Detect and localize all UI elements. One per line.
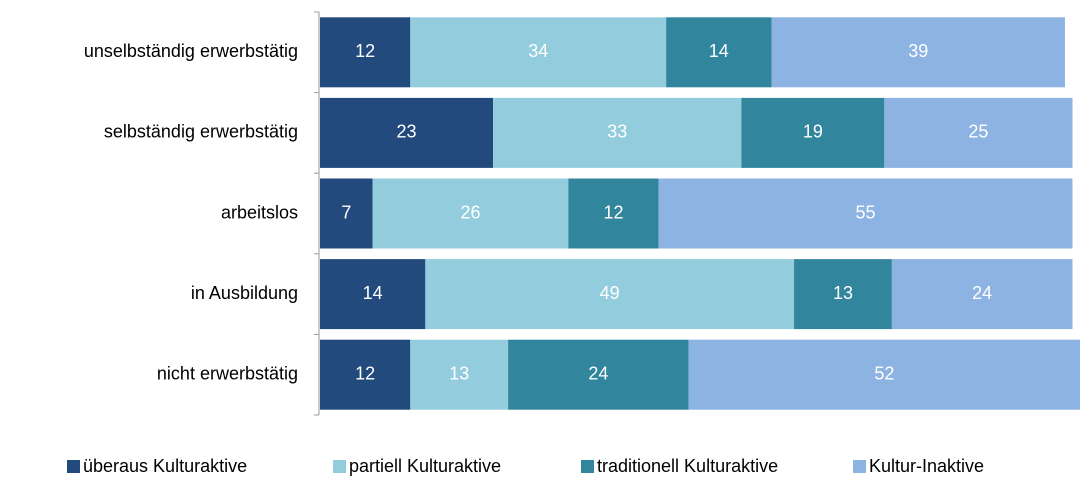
bar-segment: [425, 259, 795, 330]
bar-segment: [320, 259, 426, 330]
legend-label: überaus Kulturaktive: [83, 456, 247, 476]
legend-label: Kultur-Inaktive: [869, 456, 984, 476]
bar-segment: [372, 178, 569, 249]
legend-swatch: [581, 460, 594, 473]
value-label: 25: [968, 122, 988, 142]
bar-segment: [741, 97, 885, 168]
value-label: 12: [355, 363, 375, 383]
legend-label: traditionell Kulturaktive: [597, 456, 778, 476]
bar-segment: [884, 97, 1073, 168]
legend-swatch: [67, 460, 80, 473]
bar-segment: [320, 178, 373, 249]
value-label: 24: [972, 283, 992, 303]
value-label: 33: [607, 122, 627, 142]
value-label: 39: [908, 41, 928, 61]
value-label: 13: [833, 283, 853, 303]
value-label: 14: [709, 41, 729, 61]
legend-swatch: [853, 460, 866, 473]
value-label: 13: [449, 363, 469, 383]
bar-segment: [568, 178, 659, 249]
legend-label: partiell Kulturaktive: [349, 456, 501, 476]
bar-segment: [493, 97, 742, 168]
bar-segment: [410, 339, 509, 410]
value-label: 12: [355, 41, 375, 61]
value-label: 34: [528, 41, 548, 61]
value-label: 12: [603, 202, 623, 222]
y-tick-label: nicht erwerbstätig: [157, 363, 298, 383]
value-label: 19: [803, 122, 823, 142]
legend-swatch: [333, 460, 346, 473]
bar-segment: [658, 178, 1073, 249]
y-tick-label: in Ausbildung: [191, 283, 298, 303]
value-label: 49: [600, 283, 620, 303]
bar-segment: [794, 259, 892, 330]
y-tick-label: arbeitslos: [221, 202, 298, 222]
bar-segment: [688, 339, 1080, 410]
y-tick-label: unselbständig erwerbstätig: [84, 41, 298, 61]
value-label: 14: [363, 283, 383, 303]
value-label: 55: [856, 202, 876, 222]
bar-segment: [320, 339, 411, 410]
value-label: 23: [397, 122, 417, 142]
bar-segment: [320, 97, 494, 168]
y-tick-label: selbständig erwerbstätig: [104, 122, 298, 142]
bar-segment: [771, 17, 1065, 88]
value-label: 24: [588, 363, 608, 383]
bar-segment: [320, 17, 411, 88]
bar-segment: [508, 339, 689, 410]
bar-segment: [891, 259, 1073, 330]
value-label: 7: [341, 202, 351, 222]
bar-segment: [410, 17, 667, 88]
value-label: 52: [874, 363, 894, 383]
value-label: 26: [460, 202, 480, 222]
bar-segment: [666, 17, 772, 88]
